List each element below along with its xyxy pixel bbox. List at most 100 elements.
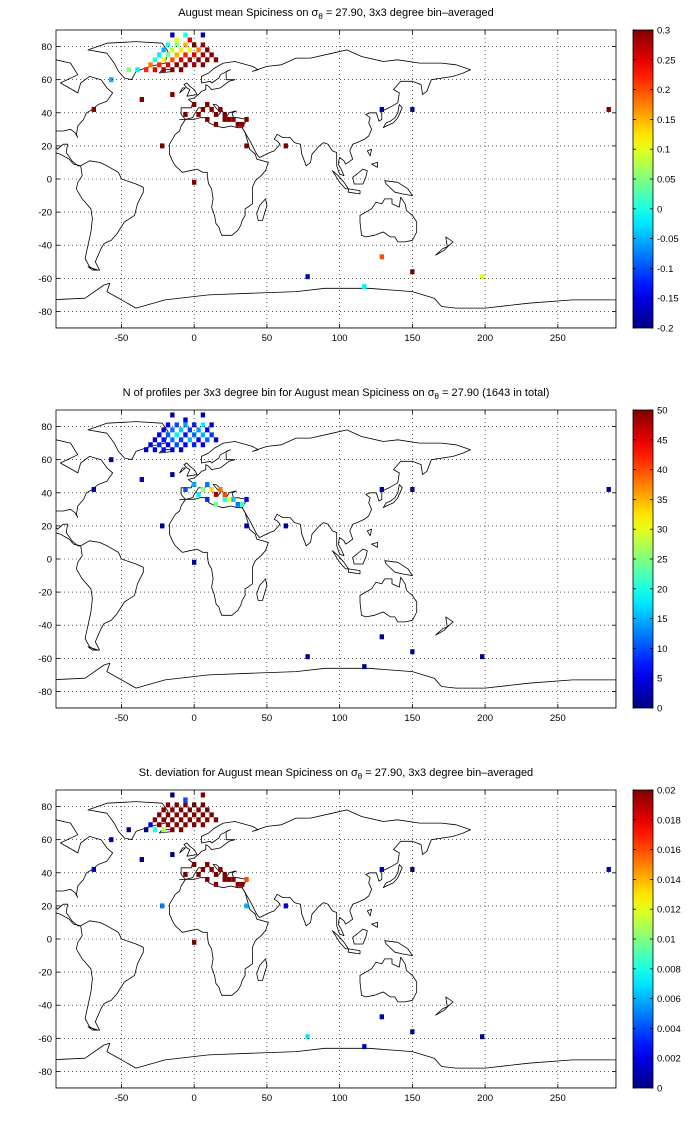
coastline	[256, 578, 268, 601]
grid	[56, 410, 616, 708]
data-bin	[161, 817, 166, 823]
data-bin	[170, 32, 175, 38]
data-bin	[283, 903, 288, 909]
data-bin	[379, 486, 384, 492]
data-bin	[192, 442, 197, 448]
data-bin	[305, 274, 310, 280]
data-bin	[235, 881, 240, 887]
data-bin	[152, 437, 158, 443]
data-bin	[174, 442, 179, 448]
data-bin	[218, 486, 223, 492]
y-tick-label: -20	[38, 968, 52, 979]
data-bin	[165, 52, 171, 58]
data-bin	[410, 649, 415, 655]
data-bin	[178, 437, 184, 443]
colorbar-tick-label: -0.05	[657, 234, 679, 245]
coastline	[445, 996, 454, 1008]
data-bin	[165, 432, 171, 438]
data-bin	[178, 817, 184, 823]
data-bin	[165, 42, 171, 48]
coastline	[348, 568, 361, 575]
coastline	[359, 956, 418, 1003]
data-bin	[209, 422, 214, 428]
data-bin	[205, 482, 210, 487]
data-bin	[152, 447, 158, 453]
data-bin	[410, 106, 415, 112]
data-bin	[222, 116, 227, 122]
data-bin	[183, 802, 188, 808]
data-bin	[139, 97, 144, 103]
data-bin	[192, 102, 197, 107]
data-bin	[200, 866, 206, 872]
data-bin	[240, 501, 245, 507]
x-tick-label: 150	[404, 1093, 420, 1104]
coastline	[435, 1006, 448, 1016]
spiciness-mean-map: -50 0 50 100 150 200 250806040200-20-40-60-80-…	[38, 26, 679, 345]
coastlines	[56, 41, 616, 328]
grid	[56, 30, 616, 328]
colorbar-tick-label: 15	[657, 614, 668, 625]
data-bin	[187, 57, 192, 63]
data-bin	[160, 143, 165, 149]
data-bin	[200, 802, 206, 808]
data-bin	[205, 496, 210, 502]
data-bin	[606, 866, 611, 872]
data-bin	[91, 866, 96, 872]
data-bin	[222, 496, 227, 502]
data-bin	[157, 822, 162, 828]
data-bin	[209, 812, 214, 818]
data-bin	[480, 654, 485, 660]
y-tick-label: 20	[41, 141, 52, 152]
data-bin	[174, 812, 179, 818]
data-bin	[226, 116, 232, 122]
colorbar-tick-label: 0.02	[657, 786, 676, 797]
data-bin	[205, 102, 210, 107]
data-bin	[178, 807, 184, 813]
data-bin	[178, 447, 184, 453]
y-tick-label: 0	[47, 935, 52, 946]
colorbar-tick-label: 0.15	[657, 115, 676, 126]
data-bin	[205, 437, 210, 443]
data-bin	[161, 57, 166, 63]
coastline	[87, 41, 169, 81]
y-tick-label: -40	[38, 621, 52, 632]
coastline	[56, 819, 114, 927]
data-bin	[183, 62, 188, 68]
data-bin	[174, 432, 179, 438]
data-bin	[174, 802, 179, 808]
data-bin	[235, 501, 240, 507]
data-bin	[187, 47, 192, 53]
spiciness-mean-panel: August mean Spiciness on σθ = 27.90, 3x3…	[0, 0, 696, 380]
data-bin	[144, 447, 149, 453]
coastline	[366, 148, 372, 157]
coastline	[348, 188, 361, 195]
data-bin	[231, 496, 236, 502]
data-bin	[205, 807, 210, 813]
data-bin	[200, 432, 206, 438]
colorbar-tick-label: 0.008	[657, 964, 681, 975]
data-bin	[152, 817, 158, 823]
coastline	[183, 462, 198, 477]
data-bin	[200, 42, 206, 48]
data-bin	[200, 486, 206, 492]
colorbar-tick-label: 35	[657, 495, 668, 506]
data-bin	[170, 852, 175, 858]
data-bin	[200, 106, 206, 112]
data-bin	[480, 274, 485, 280]
coastline	[76, 160, 144, 271]
data-bin	[244, 903, 249, 909]
data-bin	[240, 881, 245, 887]
data-bin	[174, 52, 179, 58]
data-bin	[200, 32, 206, 38]
data-bin	[209, 432, 214, 438]
data-bin	[144, 827, 149, 833]
data-bin	[283, 523, 288, 529]
data-bin	[183, 42, 188, 48]
data-bin	[205, 862, 210, 867]
data-bin	[244, 116, 249, 122]
coastline	[179, 87, 186, 94]
data-bin	[305, 654, 310, 660]
y-tick-label: 60	[41, 835, 52, 846]
data-bin	[200, 412, 206, 418]
data-bin	[209, 52, 214, 58]
